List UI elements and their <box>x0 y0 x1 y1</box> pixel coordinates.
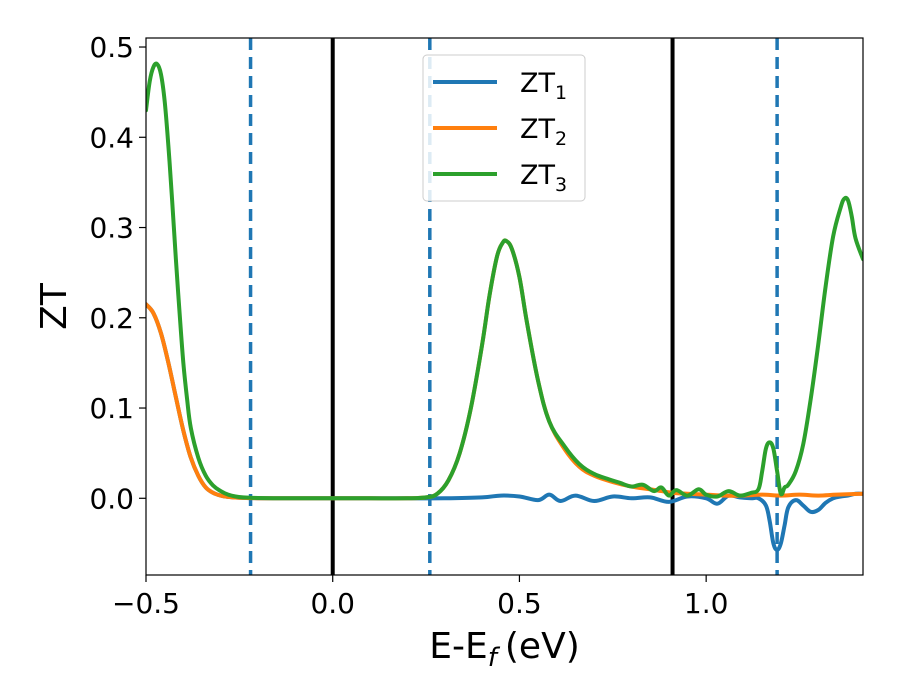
y-tick-label: 0.4 <box>89 121 134 154</box>
legend: ZT1 ZT2 ZT3 <box>422 54 586 202</box>
vertical-reference-lines <box>248 38 779 575</box>
series-line-zt2 <box>146 238 863 501</box>
series-line-zt1 <box>146 302 863 552</box>
y-axis-ticks: 0.0 0.1 0.2 0.3 0.4 0.5 <box>89 31 146 515</box>
legend-label-zt3: ZT3 <box>520 160 567 196</box>
x-tick-label: 0.0 <box>310 587 355 620</box>
x-axis-ticks: −0.5 0.0 0.5 1.0 <box>112 575 728 620</box>
y-tick-label: 0.5 <box>89 31 134 64</box>
plot-frame <box>145 37 864 576</box>
legend-label-zt2: ZT2 <box>520 114 567 150</box>
y-tick-label: 0.2 <box>89 302 134 335</box>
x-tick-label: −0.5 <box>112 587 180 620</box>
legend-label-zt1: ZT1 <box>520 68 567 104</box>
legend-box <box>422 54 586 202</box>
series-lines <box>146 61 863 552</box>
x-axis-label-subscript: f <box>488 643 501 673</box>
x-tick-label: 0.5 <box>497 587 542 620</box>
series-line-zt3 <box>146 61 863 501</box>
x-axis-label: E-Ef (eV) <box>429 626 580 673</box>
y-tick-label: 0.3 <box>89 212 134 245</box>
y-tick-label: 0.0 <box>89 482 134 515</box>
y-axis-label: ZT <box>34 282 75 330</box>
x-tick-label: 1.0 <box>684 587 729 620</box>
y-tick-label: 0.1 <box>89 392 134 425</box>
